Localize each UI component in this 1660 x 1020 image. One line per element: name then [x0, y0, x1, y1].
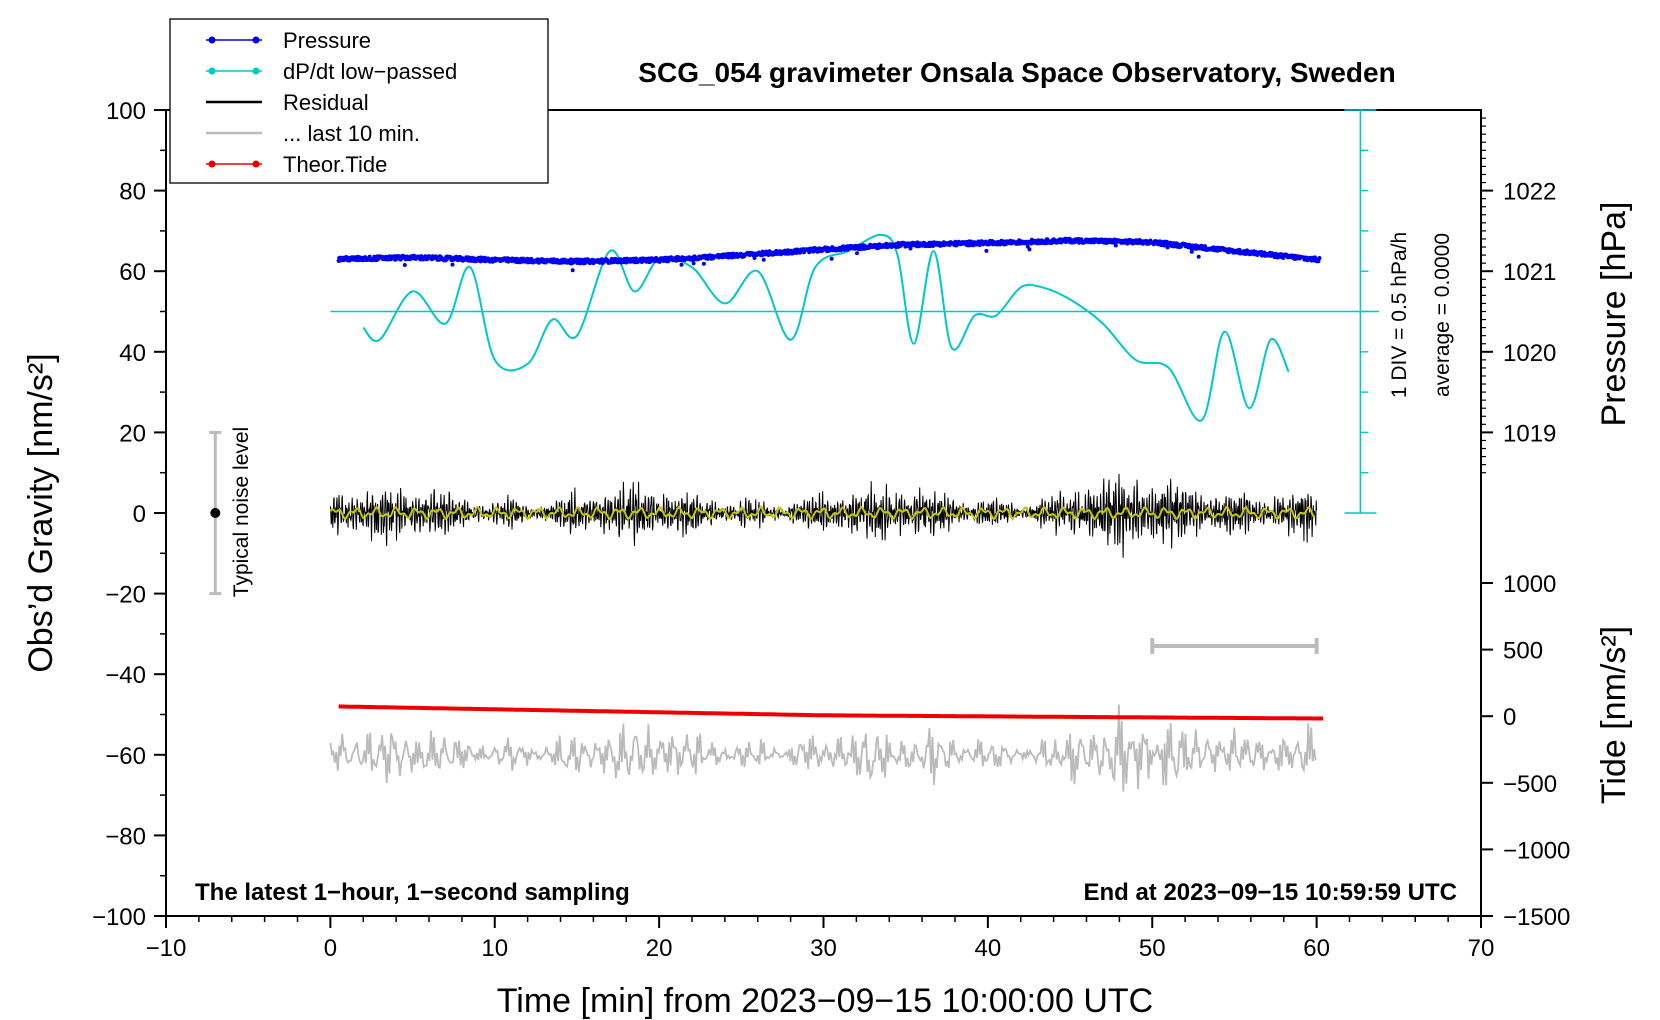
x-axis-title: Time [min] from 2023−09−15 10:00:00 UTC: [497, 982, 1153, 1020]
y-tick-label: 20: [119, 420, 146, 447]
legend-label: Pressure: [283, 28, 371, 53]
y-axis-ticks: −100 −80 −60 −40 −20 0 20 40 60 80 100: [92, 98, 166, 931]
tide-tick-label: 0: [1503, 704, 1516, 731]
tide-tick-label: 1000: [1503, 571, 1556, 598]
last10-series: [329, 704, 1317, 792]
x-tick-label: 20: [646, 935, 673, 962]
dpdt-line: [362, 233, 1290, 422]
pressure-tick-label: 1021: [1503, 259, 1556, 286]
residual-smoothed-series: [329, 505, 1316, 521]
legend-marker: [208, 36, 216, 44]
legend-marker: [208, 67, 216, 75]
y-tick-label: 60: [119, 259, 146, 286]
y-tick-label: 0: [133, 501, 146, 528]
x-tick-label: −10: [146, 935, 187, 962]
tide-tick-label: −1500: [1503, 904, 1570, 931]
legend-marker: [252, 36, 260, 44]
y-tick-label: 40: [119, 340, 146, 367]
y-tick-label: −40: [105, 662, 146, 689]
pressure-tick-label: 1022: [1503, 179, 1556, 206]
tide-tick-label: −1000: [1503, 837, 1570, 864]
tide-axis-ticks: −1500 −1000 −500 0 500 1000: [1481, 571, 1570, 931]
y-tick-label: −80: [105, 823, 146, 850]
x-tick-label: 40: [975, 935, 1002, 962]
note-right: End at 2023−09−15 10:59:59 UTC: [1083, 879, 1457, 906]
dpdt-series: [362, 233, 1290, 422]
pressure-tick-label: 1019: [1503, 420, 1556, 447]
y-tick-label: 100: [106, 98, 146, 125]
y-tick-label: −20: [105, 582, 146, 609]
x-tick-label: 0: [324, 935, 337, 962]
legend: Pressure dP/dt low−passed Residual ... last…: [169, 18, 549, 184]
y-tick-label: −60: [105, 743, 146, 770]
dpdt-div-label: 1 DIV = 0.5 hPa/h: [1388, 232, 1411, 398]
residual-smoothed-line: [329, 505, 1316, 521]
tide-axis-title: Tide [nm/s²]: [1595, 626, 1633, 804]
x-tick-label: 10: [481, 935, 508, 962]
dpdt-avg-label: average = 0.0000: [1431, 233, 1454, 397]
pressure-axis-title: Pressure [hPa]: [1595, 202, 1633, 427]
legend-marker: [252, 160, 260, 168]
dpdt-scale: [330, 109, 1380, 514]
legend-label: ... last 10 min.: [283, 121, 420, 146]
x-tick-label: 60: [1303, 935, 1330, 962]
tide-tick-label: 500: [1503, 638, 1543, 665]
pressure-dots: [336, 236, 1322, 273]
tide-line: [338, 704, 1324, 721]
residual-line: [329, 473, 1318, 558]
chart-title: SCG_054 gravimeter Onsala Space Observat…: [638, 57, 1395, 88]
pressure-axis-ticks: 1019 1020 1021 1022: [1481, 117, 1556, 474]
x-tick-label: 50: [1139, 935, 1166, 962]
pressure-tick-label: 1020: [1503, 340, 1556, 367]
pressure-series: [336, 236, 1322, 273]
y-tick-label: −100: [92, 904, 146, 931]
legend-marker: [252, 67, 260, 75]
noise-label: Typical noise level: [230, 427, 253, 597]
last10-line: [329, 704, 1317, 792]
legend-label: Residual: [283, 90, 369, 115]
x-axis-ticks: −10 0 10 20 30 40 50 60 70: [146, 916, 1495, 962]
noise-bar-center: [210, 508, 221, 518]
annotations: [209, 430, 1319, 654]
x-tick-label: 70: [1468, 935, 1495, 962]
tide-series: [338, 704, 1324, 721]
legend-label: dP/dt low−passed: [283, 59, 457, 84]
residual-series: [329, 473, 1318, 558]
legend-marker: [208, 160, 216, 168]
legend-label: Theor.Tide: [283, 152, 387, 177]
note-left: The latest 1−hour, 1−second sampling: [195, 879, 630, 906]
tide-tick-label: −500: [1503, 771, 1557, 798]
x-tick-label: 30: [810, 935, 837, 962]
y-tick-label: 80: [119, 179, 146, 206]
y-axis-title: Obs’d Gravity [nm/s²]: [22, 353, 60, 672]
